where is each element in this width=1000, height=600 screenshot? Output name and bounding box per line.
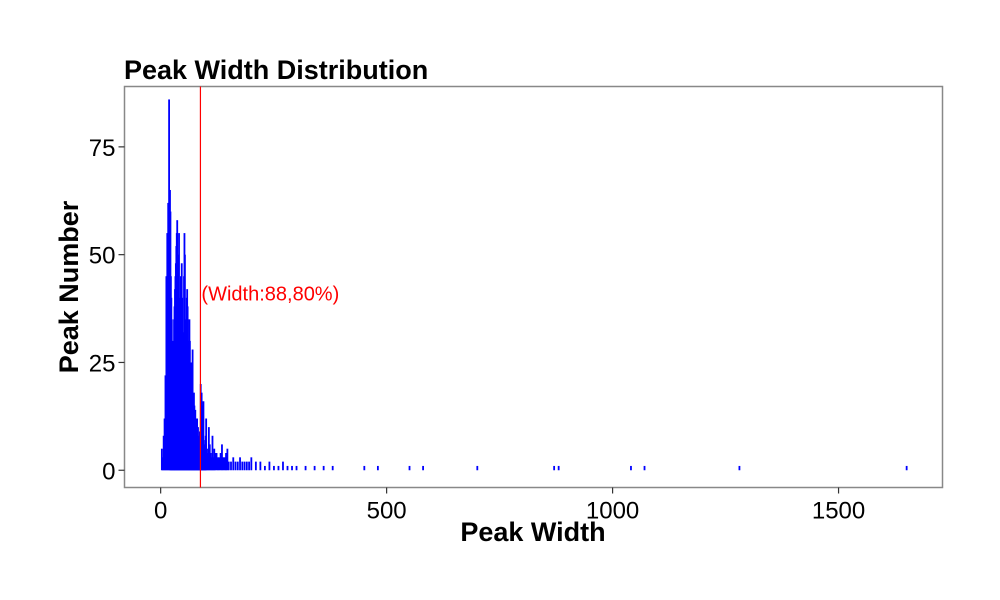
bar	[207, 448, 209, 471]
bar	[161, 457, 164, 471]
bar	[222, 457, 225, 471]
bar	[225, 453, 227, 471]
bar	[286, 465, 289, 471]
y-tick-label: 50	[89, 243, 116, 270]
bar	[363, 465, 366, 471]
x-tick-label: 500	[367, 498, 407, 525]
bar	[476, 465, 479, 471]
bar	[219, 453, 222, 471]
plot-panel	[123, 85, 944, 489]
bar	[205, 418, 208, 471]
bar-group	[160, 99, 908, 471]
y-tick-label: 0	[102, 458, 115, 485]
bar	[268, 461, 271, 471]
bar	[557, 465, 560, 471]
bar	[221, 444, 223, 471]
bar	[643, 465, 646, 471]
bar	[164, 375, 167, 471]
bar	[905, 465, 908, 471]
bar	[250, 457, 253, 471]
bar	[245, 461, 248, 471]
y-tick-label: 25	[89, 350, 116, 377]
bar	[211, 435, 214, 471]
bar	[282, 461, 284, 471]
bar	[248, 461, 250, 471]
x-tick-label: 1000	[586, 498, 639, 525]
bar	[331, 465, 334, 471]
bar	[295, 465, 298, 471]
bar	[304, 465, 307, 471]
bar	[239, 457, 241, 471]
bar	[313, 465, 316, 471]
bar	[217, 457, 219, 471]
bar	[376, 465, 379, 471]
bar	[223, 457, 226, 471]
bar	[226, 448, 229, 471]
x-axis-label: Peak Width	[460, 517, 605, 547]
chart-title: Peak Width Distribution	[124, 55, 428, 85]
bar	[236, 461, 239, 471]
y-axis-label: Peak Number	[54, 200, 84, 373]
bar	[277, 465, 280, 471]
bar	[241, 461, 244, 471]
x-tick-label: 0	[154, 498, 167, 525]
bar	[227, 461, 230, 471]
bar	[206, 453, 208, 471]
reference-annotation: (Width:88,80%)	[201, 283, 339, 305]
y-tick-label: 75	[89, 135, 116, 162]
bar	[208, 444, 211, 471]
bar	[422, 465, 424, 471]
bar	[191, 349, 194, 471]
bar	[214, 453, 217, 471]
bar	[553, 465, 556, 471]
bar	[408, 465, 411, 471]
bar	[215, 453, 218, 471]
bar	[291, 465, 293, 471]
bar	[232, 457, 235, 471]
bar	[201, 418, 203, 471]
bar	[166, 233, 169, 471]
bar	[254, 461, 257, 471]
bar	[210, 457, 213, 471]
x-tick-label: 1500	[812, 498, 865, 525]
bar	[218, 457, 221, 471]
bar	[630, 465, 632, 471]
x-axis: 0 500 1000 1500	[154, 487, 865, 525]
bar	[259, 461, 262, 471]
bar	[322, 465, 325, 471]
bar	[234, 461, 237, 471]
bar	[738, 465, 741, 471]
bar	[213, 448, 216, 471]
bar	[243, 461, 246, 471]
y-axis: 0 25 50 75	[89, 135, 125, 485]
bar	[264, 465, 266, 471]
bar	[273, 465, 275, 471]
bar	[230, 461, 232, 471]
bar	[202, 401, 205, 471]
